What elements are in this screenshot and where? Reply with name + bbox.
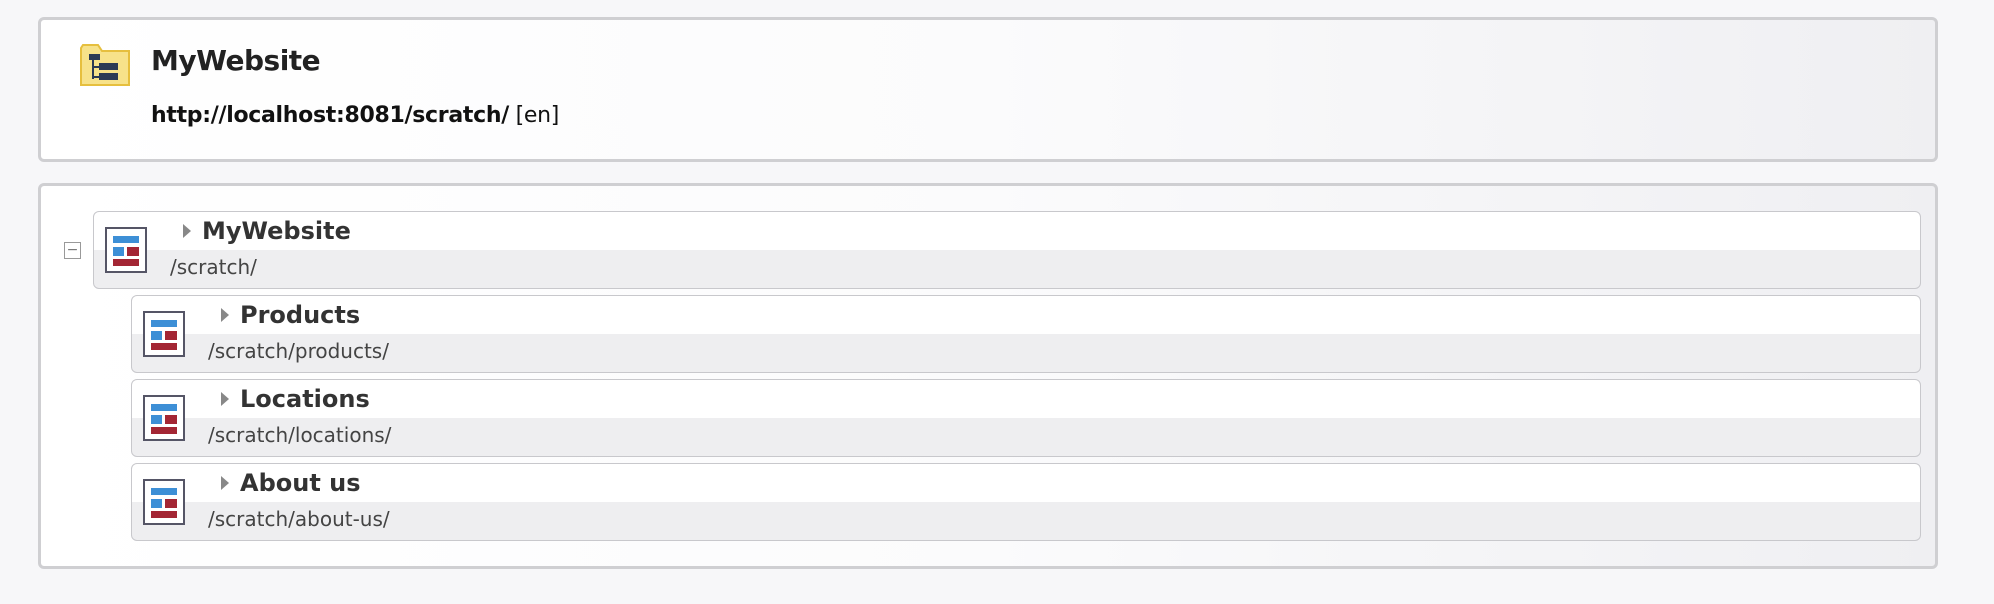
node-name: Locations bbox=[240, 385, 370, 413]
expand-arrow-icon[interactable] bbox=[183, 224, 191, 238]
site-url: http://localhost:8081/scratch/ [en] bbox=[151, 103, 559, 128]
expand-arrow-icon[interactable] bbox=[221, 308, 229, 322]
site-title: MyWebsite bbox=[151, 44, 321, 77]
tree-node-root[interactable]: MyWebsite /scratch/ bbox=[93, 211, 1921, 289]
site-language: [en] bbox=[515, 103, 560, 128]
site-url-link[interactable]: http://localhost:8081/scratch/ bbox=[151, 103, 509, 128]
sitemap-folder-icon bbox=[80, 44, 130, 86]
page-icon bbox=[143, 311, 185, 357]
node-name: MyWebsite bbox=[202, 217, 351, 245]
node-path: /scratch/ bbox=[170, 255, 257, 279]
tree-node-locations[interactable]: Locations /scratch/locations/ bbox=[131, 379, 1921, 457]
site-header-panel: MyWebsite http://localhost:8081/scratch/… bbox=[38, 17, 1938, 162]
tree-node-about-us[interactable]: About us /scratch/about-us/ bbox=[131, 463, 1921, 541]
node-name: About us bbox=[240, 469, 361, 497]
node-path: /scratch/locations/ bbox=[208, 423, 392, 447]
node-path: /scratch/about-us/ bbox=[208, 507, 390, 531]
collapse-toggle[interactable]: − bbox=[64, 242, 81, 259]
expand-arrow-icon[interactable] bbox=[221, 476, 229, 490]
tree-node-products[interactable]: Products /scratch/products/ bbox=[131, 295, 1921, 373]
node-path: /scratch/products/ bbox=[208, 339, 389, 363]
page-icon bbox=[105, 227, 147, 273]
expand-arrow-icon[interactable] bbox=[221, 392, 229, 406]
page-icon bbox=[143, 479, 185, 525]
node-name: Products bbox=[240, 301, 361, 329]
site-tree-panel: − MyWebsite /scratch/ Products /scratch/… bbox=[38, 183, 1938, 569]
page-icon bbox=[143, 395, 185, 441]
